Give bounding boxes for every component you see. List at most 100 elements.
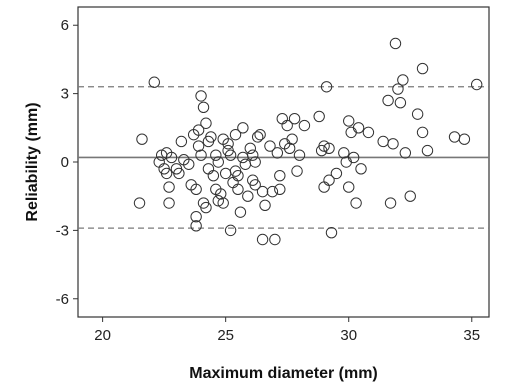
data-point: [397, 74, 409, 86]
data-point: [313, 110, 325, 123]
data-point: [269, 233, 281, 246]
x-tick-label: 20: [94, 327, 111, 344]
data-point: [256, 185, 269, 198]
data-point: [318, 181, 330, 193]
data-point: [448, 131, 461, 143]
data-point: [237, 122, 249, 134]
data-point: [207, 169, 220, 182]
data-point: [266, 185, 279, 198]
data-point: [232, 183, 244, 196]
data-point: [192, 124, 205, 136]
data-point: [234, 206, 247, 218]
data-point: [165, 151, 178, 164]
y-tick-label: -3: [56, 222, 69, 239]
data-point: [251, 131, 264, 143]
data-point: [210, 149, 222, 161]
data-point: [355, 163, 367, 175]
y-tick-label: -6: [56, 291, 69, 308]
data-point: [330, 167, 343, 180]
data-point: [323, 174, 335, 186]
data-point: [345, 126, 357, 139]
data-point: [318, 140, 330, 152]
y-axis: -6 -3 0 3 6: [56, 17, 78, 308]
data-point: [458, 133, 471, 145]
data-point: [133, 197, 146, 209]
data-point: [163, 181, 175, 193]
data-point: [399, 147, 412, 159]
data-point: [416, 62, 429, 75]
data-point: [215, 188, 227, 200]
data-point: [343, 115, 355, 127]
data-point: [416, 126, 429, 139]
data-point: [264, 140, 276, 152]
x-axis: 20 25 30 35: [94, 317, 480, 344]
data-point: [222, 138, 234, 150]
data-point: [274, 169, 286, 182]
data-point: [323, 142, 335, 155]
y-tick-label: 3: [61, 86, 69, 103]
data-point: [190, 211, 202, 223]
data-point: [298, 119, 311, 132]
data-point: [173, 167, 185, 180]
data-point: [384, 197, 397, 209]
data-point: [362, 126, 375, 139]
data-point: [288, 112, 301, 125]
data-point: [244, 142, 256, 155]
data-point: [212, 195, 224, 207]
data-point: [212, 156, 224, 168]
data-point: [421, 144, 434, 157]
y-tick-label: 0: [61, 154, 69, 171]
data-point: [163, 197, 175, 209]
data-point: [232, 169, 244, 182]
data-point: [276, 112, 288, 125]
data-point: [256, 233, 269, 246]
data-point: [205, 131, 217, 143]
data-point: [283, 142, 296, 155]
data-point: [343, 181, 355, 193]
data-point: [291, 165, 303, 177]
y-axis-title: Reliability (mm): [24, 102, 41, 221]
data-point: [242, 190, 254, 202]
data-point: [338, 147, 350, 159]
data-point: [377, 135, 389, 148]
data-point: [340, 156, 352, 168]
data-point: [239, 158, 252, 170]
data-point: [192, 140, 205, 152]
data-point: [392, 83, 404, 95]
data-point: [195, 149, 207, 161]
x-tick-label: 35: [463, 327, 480, 344]
data-point: [320, 81, 333, 93]
data-point: [229, 128, 242, 141]
data-point: [470, 78, 483, 91]
data-point: [190, 220, 202, 232]
data-point: [217, 197, 229, 209]
data-points: [133, 37, 483, 246]
data-point: [197, 101, 210, 113]
data-point: [394, 97, 407, 109]
data-point: [148, 76, 160, 88]
data-point: [382, 94, 394, 107]
data-point: [254, 128, 266, 141]
data-point: [325, 226, 338, 239]
data-point: [249, 156, 261, 168]
data-point: [249, 179, 261, 191]
data-point: [259, 199, 271, 212]
x-axis-title: Maximum diameter (mm): [189, 365, 378, 382]
x-tick-label: 25: [217, 327, 234, 344]
data-point: [200, 201, 212, 214]
data-point: [286, 133, 298, 145]
plot-frame: [77, 6, 490, 318]
data-point: [224, 149, 237, 161]
data-point: [190, 183, 202, 196]
data-point: [202, 163, 215, 175]
data-point: [160, 167, 173, 180]
data-point: [183, 158, 195, 170]
data-point: [271, 147, 284, 159]
data-point: [224, 224, 237, 237]
reference-lines: [78, 86, 489, 229]
data-point: [175, 135, 188, 148]
y-tick-label: 6: [61, 17, 69, 34]
data-point: [274, 183, 286, 196]
data-point: [389, 37, 402, 50]
